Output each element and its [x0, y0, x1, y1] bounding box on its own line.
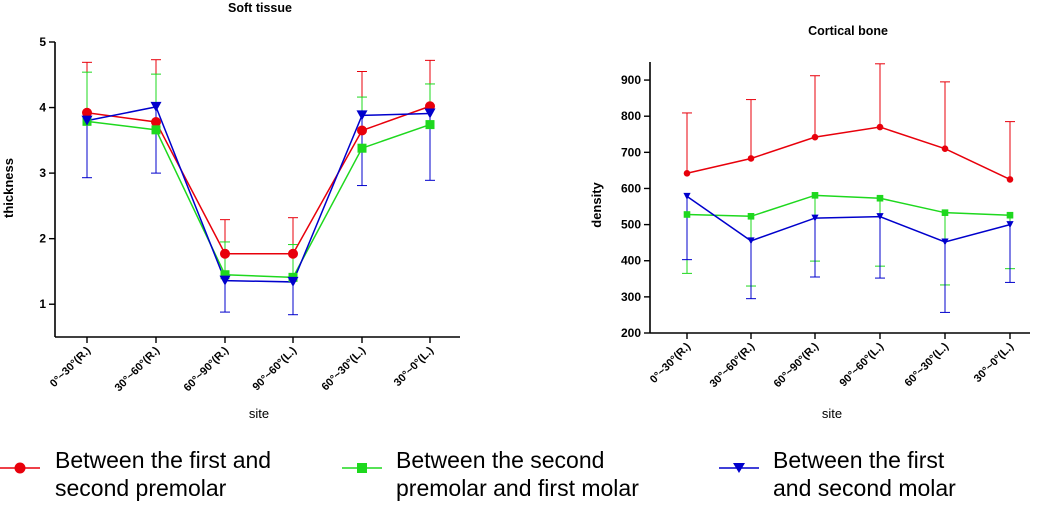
data-point: [219, 275, 231, 286]
data-point: [811, 133, 819, 141]
series-line: [686, 126, 1011, 181]
data-point: [356, 110, 368, 121]
soft-tissue-chart: Soft tissue thickness site 1 2 3 4 5 0°~30°(R…: [1, 1, 460, 421]
data-point: [424, 108, 436, 119]
x-tick-label: 0°~30°(R.): [48, 344, 93, 389]
x-tick-label: 30°~0°(L.): [392, 344, 437, 389]
y-tick-label: 5: [39, 35, 46, 49]
data-point: [288, 248, 298, 259]
y-tick-label: 2: [39, 232, 46, 246]
x-tick-label: 90°~60°(L.): [250, 344, 299, 393]
x-tick-label: 30°~60°(R.): [113, 344, 163, 394]
y-tick-label: 900: [621, 73, 641, 87]
data-point: [150, 101, 162, 112]
y-tick-label: 500: [621, 218, 641, 232]
legend-item: Between the first and second premolar: [0, 447, 271, 501]
x-tick-label: 60°~30°(L.): [902, 340, 951, 389]
y-tick-label: 800: [621, 109, 641, 123]
y-tick-label: 1: [39, 297, 46, 311]
x-tick-label: 90°~60°(L.): [837, 340, 886, 389]
square-marker-icon: [357, 463, 367, 473]
data-point: [151, 125, 161, 135]
y-tick-label: 4: [39, 101, 46, 115]
series-line: [86, 120, 431, 279]
y-axis-label: thickness: [1, 158, 16, 218]
chart-title: Soft tissue: [228, 1, 292, 15]
data-point: [357, 143, 367, 153]
data-point: [683, 192, 691, 200]
x-axis-label: site: [822, 406, 842, 421]
data-point: [220, 248, 230, 259]
chart-title: Cortical bone: [808, 24, 888, 38]
data-point: [1006, 211, 1014, 219]
y-tick-label: 200: [621, 326, 641, 340]
cortical-bone-chart: Cortical bone density site 200 300 400 500 6…: [589, 24, 1030, 421]
legend-label: Between the first and: [55, 447, 271, 473]
data-point: [876, 194, 884, 202]
x-axis-label: site: [249, 406, 269, 421]
y-tick-label: 600: [621, 181, 641, 195]
legend-label: premolar and first molar: [396, 475, 639, 501]
data-point: [1006, 176, 1014, 183]
data-point: [151, 116, 161, 127]
circle-marker-icon: [14, 462, 26, 474]
y-tick-label: 700: [621, 145, 641, 159]
x-tick-label: 30°~0°(L.): [972, 340, 1017, 385]
legend-item: Between the second premolar and first mo…: [342, 447, 639, 501]
data-point: [425, 120, 435, 130]
x-tick-label: 0°~30°(R.): [648, 340, 693, 385]
data-point: [82, 107, 92, 118]
series-line: [686, 194, 1011, 218]
data-point: [287, 276, 299, 287]
data-point: [811, 192, 819, 199]
legend-label: Between the second: [396, 447, 604, 473]
data-point: [1006, 221, 1014, 229]
x-tick-label: 60°~30°(L.): [319, 344, 368, 393]
data-point: [876, 123, 884, 131]
x-tick-label: 60°~90°(R.): [772, 340, 822, 390]
y-tick-label: 400: [621, 254, 641, 268]
y-axis-label: density: [589, 181, 604, 227]
x-tick-label: 60°~90°(R.): [182, 344, 232, 394]
data-point: [747, 155, 755, 162]
y-tick-label: 300: [621, 290, 641, 304]
series-line: [86, 105, 431, 255]
legend: Between the first and second premolar Be…: [0, 447, 956, 501]
data-point: [941, 209, 949, 216]
data-point: [876, 213, 884, 221]
data-point: [683, 211, 691, 218]
data-point: [81, 115, 93, 126]
legend-label: and second molar: [773, 475, 956, 501]
legend-label: second premolar: [55, 475, 227, 501]
legend-label: Between the first: [773, 447, 945, 473]
legend-item: Between the first and second molar: [719, 447, 956, 501]
series-line: [686, 195, 1011, 243]
data-point: [941, 145, 949, 153]
y-tick-label: 3: [39, 166, 46, 180]
x-tick-label: 30°~60°(R.): [708, 340, 758, 390]
data-point: [941, 238, 949, 246]
data-point: [811, 214, 819, 222]
data-point: [747, 212, 755, 220]
data-point: [683, 169, 691, 177]
data-point: [747, 237, 755, 245]
series-line: [86, 106, 431, 283]
triangle-down-marker-icon: [733, 463, 745, 473]
data-point: [220, 270, 230, 280]
data-point: [357, 125, 367, 136]
